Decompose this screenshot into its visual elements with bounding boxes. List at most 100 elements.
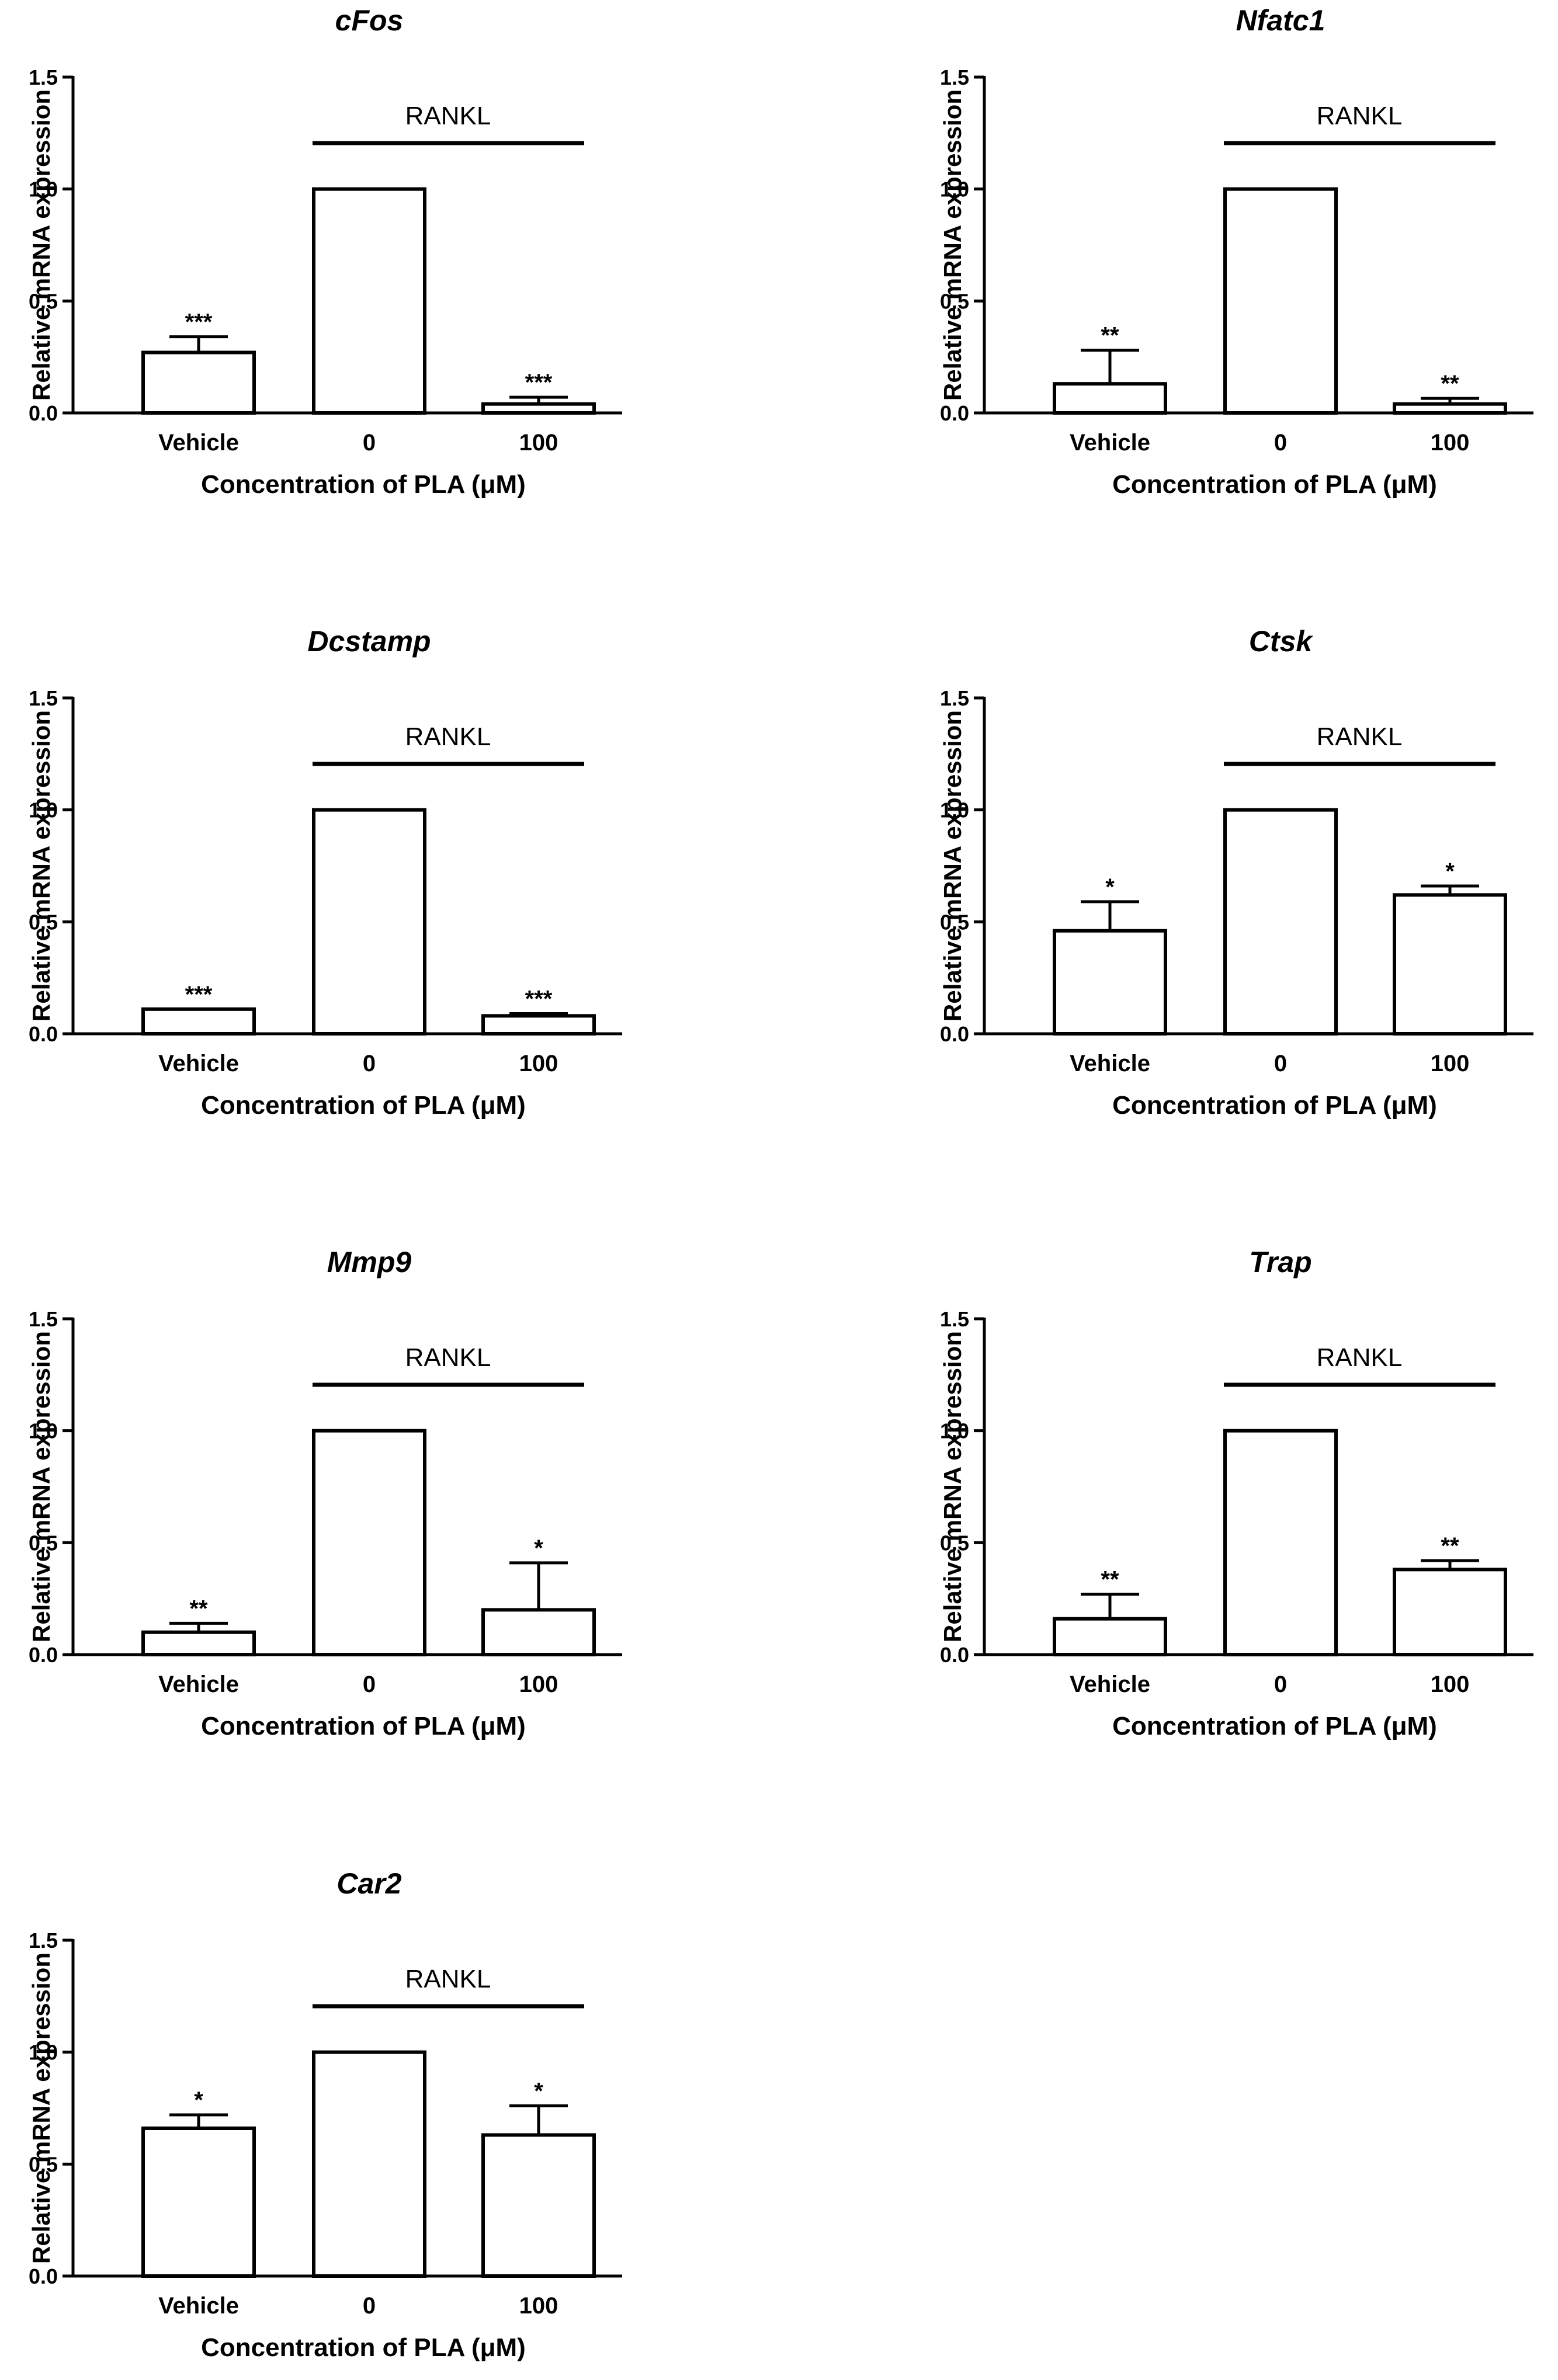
bar-0 xyxy=(1223,808,1338,1036)
x-axis-label: Concentration of PLA (μM) xyxy=(1112,470,1437,499)
bar-100 xyxy=(1393,1568,1507,1656)
bar-vehicle xyxy=(1053,382,1167,415)
x-tick-label: 0 xyxy=(363,1051,376,1076)
x-tick-label: 0 xyxy=(363,2293,376,2319)
x-tick-label: 0 xyxy=(1274,1672,1287,1697)
significance-mark: *** xyxy=(525,986,553,1012)
bar-0 xyxy=(312,808,426,1036)
rankl-label: RANKL xyxy=(1317,102,1403,130)
chart-title: cFos xyxy=(335,4,404,37)
bar-vehicle xyxy=(141,350,256,415)
chart-title: Car2 xyxy=(336,1867,401,1900)
x-tick-label: Vehicle xyxy=(1070,1051,1150,1076)
x-tick-label: Vehicle xyxy=(158,430,239,456)
bar-vehicle xyxy=(141,1630,256,1657)
y-tick-label: 0.0 xyxy=(940,1022,969,1046)
x-axis-label: Concentration of PLA (μM) xyxy=(201,1091,526,1120)
significance-mark: ** xyxy=(189,1596,208,1621)
y-tick-label: 0.5 xyxy=(940,289,969,313)
significance-mark: * xyxy=(194,2087,203,2113)
bar-100 xyxy=(481,2133,596,2278)
y-tick-label: 1.0 xyxy=(29,2041,58,2065)
y-tick-label: 0.0 xyxy=(29,1022,58,1046)
bar-0 xyxy=(312,2050,426,2278)
rankl-label: RANKL xyxy=(1317,722,1403,751)
x-axis-label: Concentration of PLA (μM) xyxy=(1112,1712,1437,1740)
x-tick-label: 0 xyxy=(1274,430,1287,456)
significance-mark: * xyxy=(534,2079,543,2104)
bar-100 xyxy=(1393,893,1507,1036)
y-tick-label: 1.0 xyxy=(940,798,969,822)
y-tick-label: 0.5 xyxy=(940,1531,969,1555)
y-tick-label: 1.5 xyxy=(29,65,58,89)
y-tick-label: 0.0 xyxy=(29,1643,58,1667)
significance-mark: *** xyxy=(525,370,553,395)
chart-title: Trap xyxy=(1249,1246,1311,1278)
x-tick-label: 100 xyxy=(1431,1672,1470,1697)
y-axis-label: Relative mRNA expression xyxy=(939,710,966,1022)
x-tick-label: 0 xyxy=(363,430,376,456)
x-axis-label: Concentration of PLA (μM) xyxy=(201,2333,526,2362)
rankl-label: RANKL xyxy=(405,722,491,751)
significance-mark: * xyxy=(534,1535,543,1561)
x-tick-label: 0 xyxy=(1274,1051,1287,1076)
chart-title: Nfatc1 xyxy=(1236,4,1325,37)
bar-vehicle xyxy=(1053,1617,1167,1657)
y-tick-label: 1.5 xyxy=(940,65,969,89)
significance-mark: *** xyxy=(185,310,213,335)
significance-mark: ** xyxy=(1441,1533,1459,1559)
y-tick-label: 0.0 xyxy=(29,2264,58,2288)
chart-title: Dcstamp xyxy=(307,625,431,658)
y-axis-label: Relative mRNA expression xyxy=(27,710,55,1022)
x-tick-label: Vehicle xyxy=(158,2293,239,2319)
y-tick-label: 0.0 xyxy=(940,401,969,425)
x-tick-label: Vehicle xyxy=(158,1051,239,1076)
significance-mark: *** xyxy=(185,982,213,1007)
y-tick-label: 0.5 xyxy=(29,1531,58,1555)
x-axis-label: Concentration of PLA (μM) xyxy=(1112,1091,1437,1120)
x-tick-label: Vehicle xyxy=(1070,430,1150,456)
bar-0 xyxy=(1223,1429,1338,1656)
x-tick-label: Vehicle xyxy=(1070,1672,1150,1697)
y-axis-label: Relative mRNA expression xyxy=(939,89,966,401)
bar-vehicle xyxy=(141,1007,256,1036)
y-tick-label: 1.5 xyxy=(29,1307,58,1331)
bar-100 xyxy=(481,1014,596,1036)
y-tick-label: 1.5 xyxy=(940,1307,969,1331)
y-tick-label: 1.5 xyxy=(940,686,969,710)
x-tick-label: 100 xyxy=(519,430,558,456)
x-axis-label: Concentration of PLA (μM) xyxy=(201,470,526,499)
y-tick-label: 0.0 xyxy=(940,1643,969,1667)
y-tick-label: 1.5 xyxy=(29,1929,58,1952)
x-tick-label: 100 xyxy=(519,2293,558,2319)
y-tick-label: 1.0 xyxy=(29,1419,58,1443)
y-tick-label: 1.0 xyxy=(29,798,58,822)
x-tick-label: Vehicle xyxy=(158,1672,239,1697)
significance-mark: * xyxy=(1105,874,1115,900)
y-axis-label: Relative mRNA expression xyxy=(27,89,55,401)
y-axis-label: Relative mRNA expression xyxy=(939,1331,966,1642)
y-axis-label: Relative mRNA expression xyxy=(27,1331,55,1642)
y-tick-label: 1.0 xyxy=(940,1419,969,1443)
bar-0 xyxy=(312,187,426,415)
significance-mark: ** xyxy=(1101,323,1119,349)
x-tick-label: 100 xyxy=(519,1672,558,1697)
rankl-label: RANKL xyxy=(405,102,491,130)
bar-vehicle xyxy=(141,2127,256,2278)
bar-100 xyxy=(1393,402,1507,415)
y-tick-label: 0.5 xyxy=(29,289,58,313)
rankl-label: RANKL xyxy=(405,1965,491,1993)
chart-title: Ctsk xyxy=(1249,625,1314,658)
y-tick-label: 1.0 xyxy=(940,178,969,201)
y-tick-label: 1.5 xyxy=(29,686,58,710)
y-tick-label: 1.0 xyxy=(29,178,58,201)
y-axis-label: Relative mRNA expression xyxy=(27,1952,55,2264)
y-tick-label: 0.0 xyxy=(29,401,58,425)
